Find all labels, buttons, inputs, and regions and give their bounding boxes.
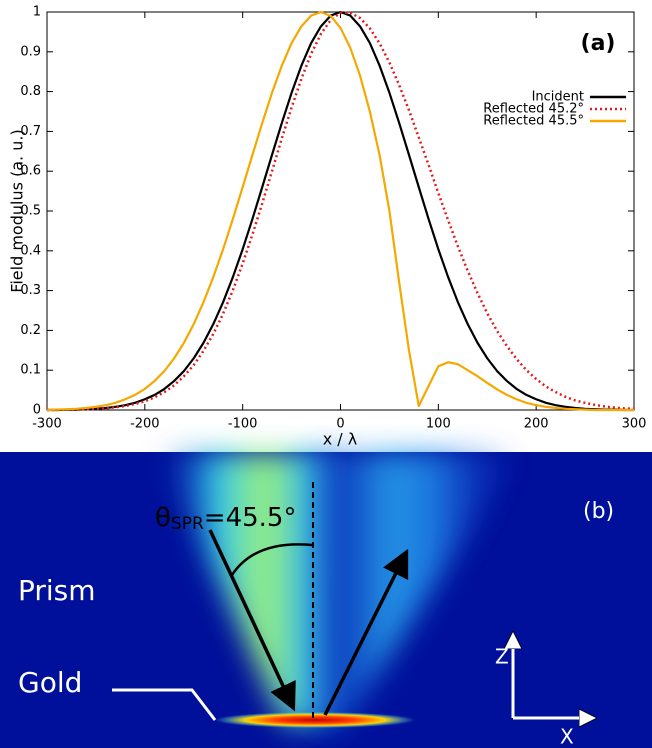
gold-label: Gold	[18, 666, 82, 699]
y-axis-title: Field modulus (a. u.)	[8, 129, 27, 292]
x-tick-label: 300	[622, 417, 647, 432]
z-axis-label: Z	[495, 645, 509, 669]
panel-a: (a) x / λ Field modulus (a. u.) 0 0.1 0.2 0…	[8, 5, 647, 449]
x-tick-label: 0	[336, 417, 344, 432]
y-tick-label: 0.1	[20, 363, 41, 378]
legend-label: Reflected 45.5°	[483, 114, 584, 129]
gold-spot	[215, 712, 415, 728]
x-tick-label: -300	[32, 417, 62, 432]
series-line	[47, 10, 634, 412]
reflected-beam	[295, 452, 520, 725]
angle-subscript: SPR	[171, 514, 204, 534]
y-tick-label: 0.4	[20, 243, 41, 258]
y-tick-label: 0.5	[20, 204, 41, 219]
angle-symbol: θ	[155, 503, 171, 533]
plot-frame	[46, 11, 635, 411]
series-line	[46, 10, 634, 412]
reflected-arrow	[323, 548, 409, 716]
legend-label: Incident	[532, 90, 584, 105]
gold-pointer	[112, 688, 217, 721]
y-tick-label: 0	[33, 403, 41, 418]
angle-value: =45.5°	[204, 503, 297, 533]
x-tick-label: -100	[228, 417, 258, 432]
legend-label: Reflected 45.2°	[483, 102, 584, 117]
x-tick-label: 100	[426, 417, 451, 432]
y-tick-label: 0.9	[20, 44, 41, 59]
prism-label: Prism	[18, 574, 96, 607]
x-tick-label: -200	[130, 417, 160, 432]
panel-b: θSPR=45.5° Prism Gold (b) Z X	[0, 452, 652, 748]
y-tick-label: 0.8	[20, 84, 41, 99]
y-tick-label: 1	[33, 5, 41, 20]
x-tick-label: 200	[524, 417, 549, 432]
y-tick-label: 0.7	[20, 124, 41, 139]
angle-arc	[230, 543, 313, 576]
incident-arrow	[208, 529, 296, 712]
x-axis-title: x / λ	[323, 430, 358, 449]
panel-b-label: (b)	[583, 499, 614, 524]
series-line	[47, 11, 635, 412]
y-tick-label: 0.6	[20, 164, 41, 179]
y-tick-label: 0.2	[20, 323, 41, 338]
chart-title: (a)	[581, 31, 616, 56]
x-axis-label: X	[560, 725, 574, 748]
y-tick-label: 0.3	[20, 283, 41, 298]
angle-label: θSPR=45.5°	[155, 503, 296, 535]
